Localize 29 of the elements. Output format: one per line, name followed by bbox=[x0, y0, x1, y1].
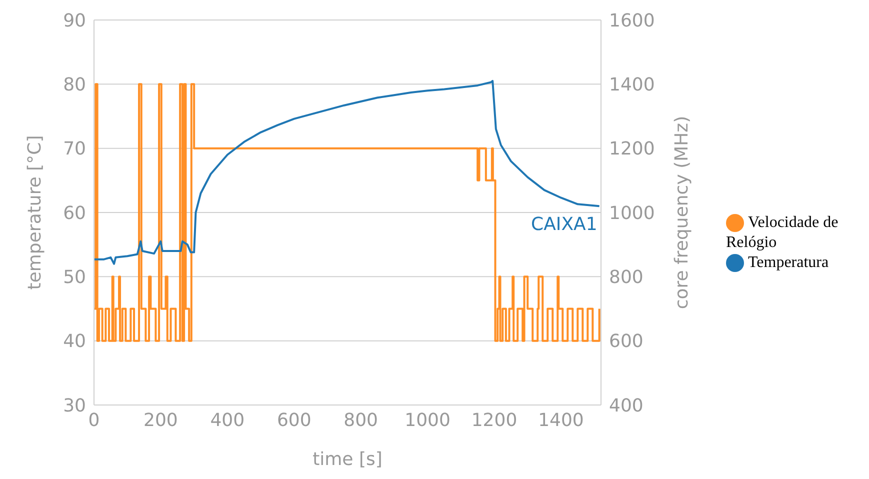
x-tick-label: 200 bbox=[144, 410, 178, 431]
legend-label: Temperatura bbox=[748, 254, 829, 271]
y2-tick-label: 1200 bbox=[609, 138, 655, 160]
x-axis-title: time [s] bbox=[312, 449, 382, 470]
y-tick-label: 50 bbox=[63, 267, 86, 288]
y2-tick-label: 1400 bbox=[609, 74, 655, 96]
y-tick-label: 60 bbox=[63, 202, 86, 224]
x-tick-label: 400 bbox=[210, 410, 245, 431]
y2-tick-label: 800 bbox=[609, 267, 644, 288]
y-tick-label: 70 bbox=[63, 138, 86, 160]
y-tick-label: 80 bbox=[63, 74, 86, 96]
y2-tick-label: 1000 bbox=[609, 202, 655, 224]
annotation: CAIXA1 bbox=[531, 214, 598, 236]
y-tick-label: 90 bbox=[63, 10, 86, 32]
y2-tick-label: 1600 bbox=[609, 10, 655, 32]
x-tick-label: 800 bbox=[344, 410, 378, 431]
x-tick-label: 600 bbox=[276, 410, 312, 431]
x-tick-label: 1000 bbox=[404, 410, 450, 431]
y-tick-label: 30 bbox=[63, 395, 86, 416]
y2-axis-title: core frequency (MHz) bbox=[671, 116, 692, 310]
legend-label: Velocidade de Relógio bbox=[726, 214, 838, 251]
y2-tick-label: 400 bbox=[609, 395, 644, 416]
line-series bbox=[94, 80, 600, 265]
y2-tick-label: 600 bbox=[609, 331, 644, 352]
y-tick-label: 40 bbox=[63, 331, 86, 352]
y-axis-title: temperature [°C] bbox=[24, 135, 46, 290]
x-tick-label: 1200 bbox=[471, 410, 518, 431]
x-tick-label: 0 bbox=[88, 410, 100, 431]
x-tick-label: 1400 bbox=[538, 410, 584, 431]
